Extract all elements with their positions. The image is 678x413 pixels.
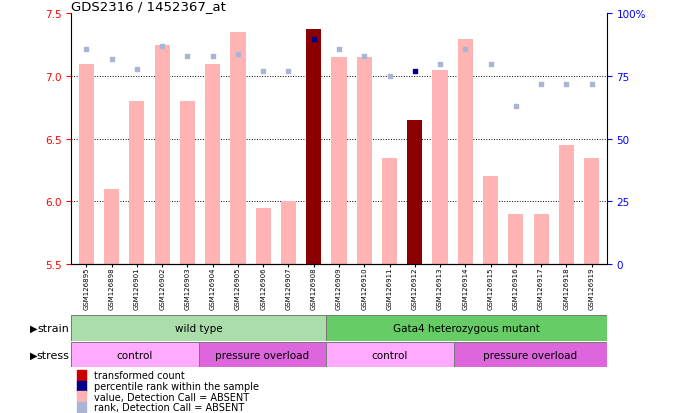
- Point: [334, 46, 344, 53]
- Point: [81, 46, 92, 53]
- Text: pressure overload: pressure overload: [483, 350, 578, 360]
- Bar: [534, 214, 549, 264]
- Point: [157, 44, 167, 50]
- Bar: [326, 315, 607, 341]
- Bar: [77, 370, 86, 381]
- Bar: [199, 342, 326, 368]
- Bar: [231, 33, 245, 264]
- Text: control: control: [117, 350, 153, 360]
- Bar: [77, 381, 86, 392]
- Bar: [77, 391, 86, 402]
- Text: percentile rank within the sample: percentile rank within the sample: [94, 381, 259, 391]
- Bar: [129, 102, 144, 264]
- Point: [435, 61, 445, 68]
- Point: [207, 54, 218, 60]
- Bar: [382, 158, 397, 264]
- Bar: [205, 64, 220, 264]
- Point: [485, 61, 496, 68]
- Bar: [326, 342, 454, 368]
- Text: ▶: ▶: [30, 323, 38, 333]
- Bar: [79, 64, 94, 264]
- Text: pressure overload: pressure overload: [216, 350, 310, 360]
- Bar: [584, 158, 599, 264]
- Point: [586, 81, 597, 88]
- Bar: [306, 29, 321, 264]
- Bar: [180, 102, 195, 264]
- Bar: [433, 71, 447, 264]
- Point: [511, 104, 521, 110]
- Point: [359, 54, 370, 60]
- Bar: [458, 40, 473, 264]
- Bar: [559, 146, 574, 264]
- Point: [106, 56, 117, 63]
- Point: [308, 36, 319, 43]
- Text: value, Detection Call = ABSENT: value, Detection Call = ABSENT: [94, 392, 250, 402]
- Text: stress: stress: [37, 350, 69, 360]
- Point: [384, 74, 395, 80]
- Bar: [508, 214, 523, 264]
- Bar: [256, 208, 271, 264]
- Point: [536, 81, 546, 88]
- Bar: [155, 46, 170, 264]
- Text: ▶: ▶: [30, 350, 38, 360]
- Bar: [454, 342, 607, 368]
- Bar: [483, 177, 498, 264]
- Text: transformed count: transformed count: [94, 370, 185, 380]
- Text: strain: strain: [37, 323, 69, 333]
- Text: wild type: wild type: [175, 323, 222, 333]
- Point: [410, 69, 420, 75]
- Point: [283, 69, 294, 75]
- Point: [182, 54, 193, 60]
- Bar: [71, 342, 199, 368]
- Point: [233, 51, 243, 58]
- Point: [460, 46, 471, 53]
- Point: [132, 66, 142, 73]
- Bar: [357, 58, 372, 264]
- Bar: [77, 402, 86, 413]
- Bar: [71, 315, 326, 341]
- Bar: [332, 58, 346, 264]
- Text: Gata4 heterozygous mutant: Gata4 heterozygous mutant: [393, 323, 540, 333]
- Point: [561, 81, 572, 88]
- Text: control: control: [372, 350, 408, 360]
- Bar: [104, 190, 119, 264]
- Point: [258, 69, 268, 75]
- Bar: [407, 121, 422, 264]
- Bar: [281, 202, 296, 264]
- Text: GDS2316 / 1452367_at: GDS2316 / 1452367_at: [71, 0, 226, 13]
- Text: rank, Detection Call = ABSENT: rank, Detection Call = ABSENT: [94, 402, 245, 412]
